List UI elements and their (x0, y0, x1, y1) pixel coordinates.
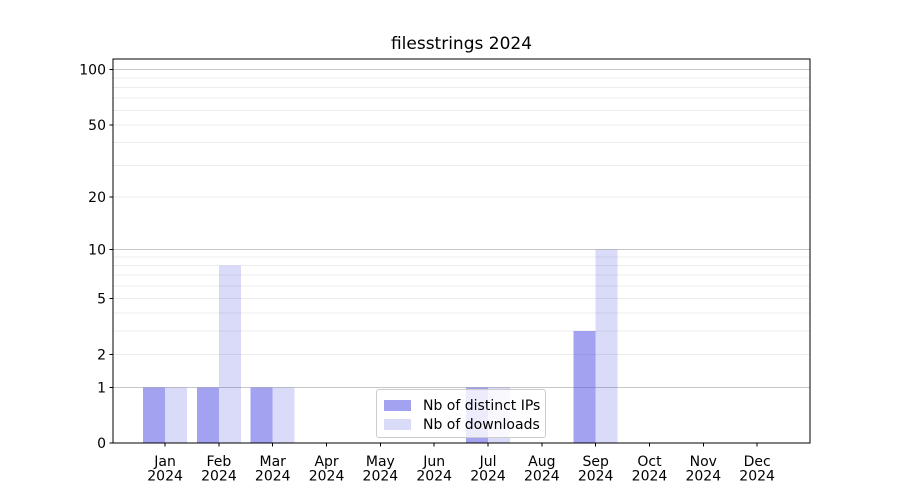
x-tick-label-month: Dec (744, 454, 771, 470)
legend-swatch-downloads-icon (384, 419, 411, 430)
legend: Nb of distinct IPs Nb of downloads (376, 389, 546, 438)
x-tick-label-year: 2024 (685, 469, 721, 485)
legend-swatch-distinct-ips-icon (384, 400, 411, 411)
x-tick-label-month: Oct (637, 454, 662, 470)
x-tick-label-year: 2024 (147, 469, 183, 485)
x-tick-label-month: Jan (153, 454, 176, 470)
legend-label-downloads: Nb of downloads (423, 416, 540, 433)
legend-entry-downloads: Nb of downloads (377, 415, 545, 434)
bar-nb-of-downloads-mar (272, 387, 295, 443)
bar-nb-of-distinct-ips-jan (143, 387, 166, 443)
bar-nb-of-distinct-ips-sep (573, 331, 596, 443)
y-tick-label: 50 (88, 118, 106, 134)
bar-nb-of-distinct-ips-mar (250, 387, 273, 443)
bar-nb-of-downloads-feb (218, 265, 241, 443)
x-tick-label-month: Aug (528, 454, 555, 470)
chart-title: filesstrings 2024 (390, 34, 533, 54)
x-tick-label-month: Apr (314, 454, 338, 470)
y-tick-label: 10 (88, 242, 106, 258)
x-tick-label-year: 2024 (578, 469, 614, 485)
x-tick-label-year: 2024 (416, 469, 452, 485)
x-tick-label-month: Jul (479, 454, 497, 470)
bar-nb-of-downloads-sep (595, 249, 618, 443)
y-tick-label: 20 (88, 190, 106, 206)
x-tick-label-year: 2024 (201, 469, 237, 485)
bar-nb-of-downloads-jan (165, 387, 188, 443)
x-tick-label-year: 2024 (255, 469, 291, 485)
legend-label-distinct-ips: Nb of distinct IPs (423, 397, 541, 414)
x-tick-label-month: Jun (422, 454, 445, 470)
x-tick-label-year: 2024 (363, 469, 399, 485)
y-tick-label: 2 (97, 348, 106, 364)
y-tick-label: 100 (79, 63, 106, 79)
y-tick-label: 5 (97, 291, 106, 307)
x-tick-label-month: Nov (690, 454, 717, 470)
plot-border (112, 58, 811, 444)
x-tick-label-month: May (366, 454, 395, 470)
y-tick-label: 1 (97, 380, 106, 396)
x-tick-label-month: Mar (260, 454, 287, 470)
x-tick-label-year: 2024 (524, 469, 560, 485)
x-tick-label-year: 2024 (739, 469, 775, 485)
legend-entry-distinct-ips: Nb of distinct IPs (377, 396, 545, 415)
y-tick-label: 0 (97, 436, 106, 452)
x-tick-label-year: 2024 (309, 469, 345, 485)
x-tick-label-month: Sep (582, 454, 609, 470)
x-tick-label-year: 2024 (470, 469, 506, 485)
bar-nb-of-distinct-ips-feb (196, 387, 219, 443)
x-tick-label-year: 2024 (632, 469, 668, 485)
x-tick-label-month: Feb (207, 454, 232, 470)
